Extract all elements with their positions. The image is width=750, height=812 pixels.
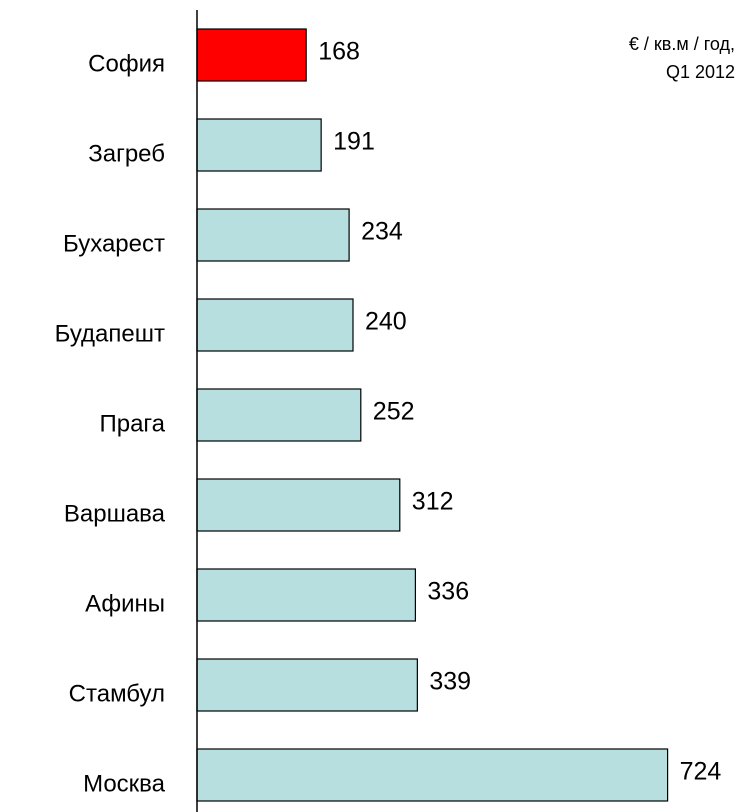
bar	[196, 748, 669, 802]
bar	[196, 388, 362, 442]
bar	[196, 208, 350, 262]
category-label: Бухарест	[63, 230, 165, 257]
category-label: Прага	[99, 410, 165, 437]
annotation: € / кв.м / год,	[629, 34, 735, 54]
value-label: 312	[412, 488, 454, 516]
bar	[196, 298, 354, 352]
value-label: 724	[680, 758, 722, 786]
category-label: Варшава	[64, 500, 166, 527]
value-label: 339	[429, 668, 471, 696]
value-label: 336	[427, 578, 469, 606]
category-label: Афины	[85, 590, 165, 617]
category-label: Будапешт	[55, 320, 165, 347]
annotation: Q1 2012	[666, 62, 735, 82]
category-label: Загреб	[88, 140, 165, 167]
category-label: София	[88, 50, 165, 77]
category-label: Стамбул	[69, 680, 165, 707]
category-label: Москва	[83, 770, 166, 797]
bar	[196, 658, 418, 712]
value-label: 240	[365, 308, 407, 336]
value-label: 168	[318, 38, 360, 66]
bar	[196, 118, 322, 172]
value-label: 191	[333, 128, 375, 156]
value-label: 234	[361, 218, 403, 246]
bar	[196, 478, 401, 532]
bar	[196, 568, 416, 622]
value-label: 252	[373, 398, 415, 426]
bar	[196, 28, 307, 82]
